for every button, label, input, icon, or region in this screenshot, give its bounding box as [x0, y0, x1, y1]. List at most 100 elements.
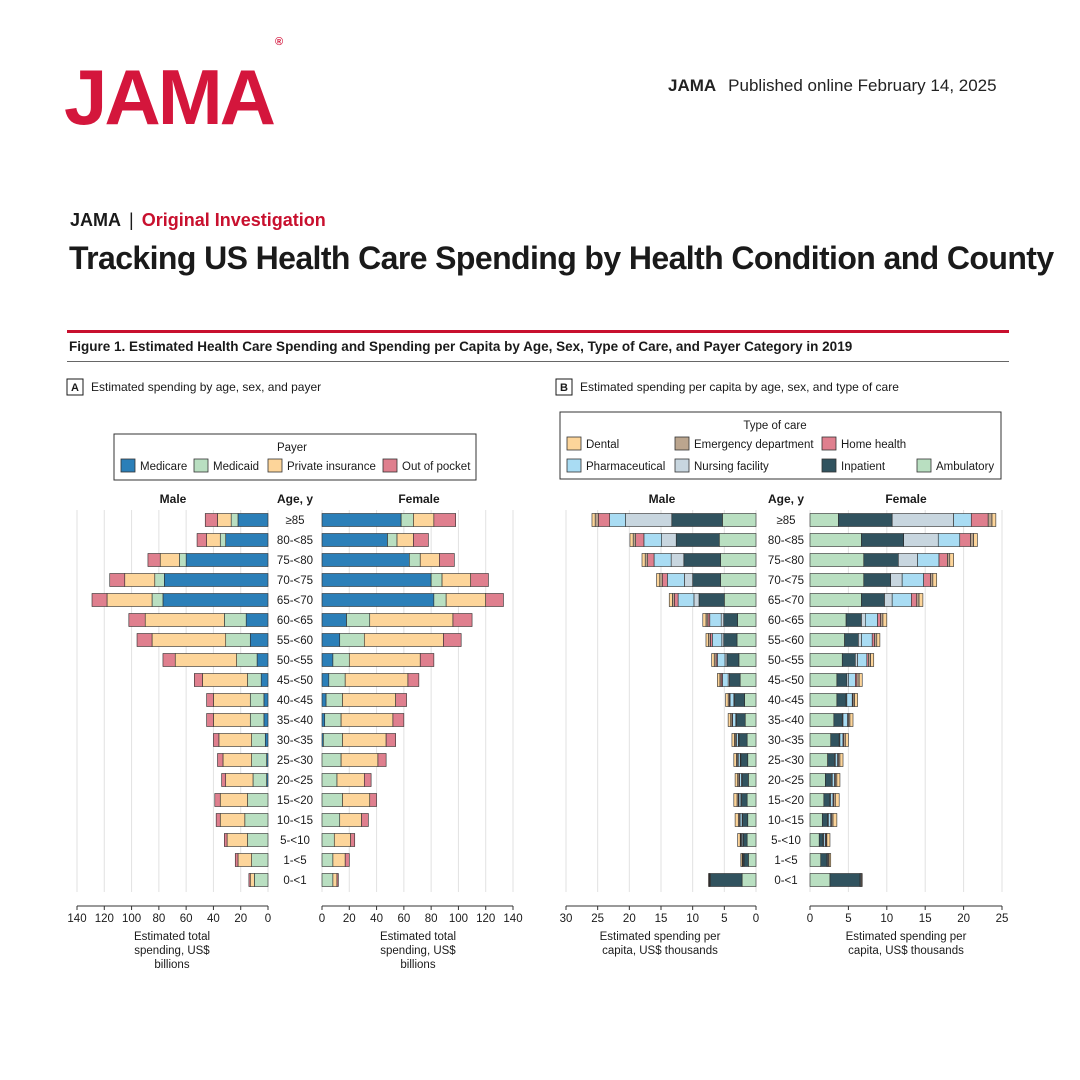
panel-b-bar-male-home-5 — [673, 593, 679, 607]
panel-b-bar-male-dental-10 — [725, 693, 729, 707]
panel-a-bar-female-private-8 — [348, 653, 421, 667]
panel-a-bar-female-oop-16 — [361, 813, 369, 827]
panel-b-bar-male-inpatient-19 — [710, 873, 743, 887]
panel-b-bar-male-pharma-9 — [722, 673, 729, 687]
panel-b-bar-female-ambulatory-12 — [809, 733, 832, 747]
panel-b-bar-male-dental-7 — [705, 633, 709, 647]
panel-b-bar-female-ed-3 — [947, 553, 951, 567]
panel-b-female-tick-label-0: 0 — [807, 913, 813, 925]
legend-b-pharma-label: Pharmaceutical — [586, 461, 665, 473]
panel-a-female-tick-label-120: 120 — [476, 913, 495, 925]
panel-a-bar-male-medicaid-16 — [244, 813, 269, 827]
panel-b-bar-male-dental-14 — [734, 773, 738, 787]
panel-b-female-tick-label-20: 20 — [957, 913, 970, 925]
panel-b-bar-male-inpatient-14 — [741, 773, 749, 787]
panel-a-bar-male-medicare-10 — [263, 693, 269, 707]
panel-b-bar-female-pharma-14 — [831, 773, 835, 787]
panel-a-bar-female-medicare-5 — [321, 593, 435, 607]
panel-a-age-label-12: 30-<35 — [277, 735, 313, 747]
panel-b-bar-female-pharma-7 — [861, 633, 873, 647]
header-a-age: Age, y — [277, 492, 313, 506]
panel-b-bar-male-pharma-5 — [677, 593, 695, 607]
header-a-female: Female — [398, 492, 440, 506]
panel-a-female-tick-label-60: 60 — [397, 913, 410, 925]
panel-a-bar-male-medicare-4 — [164, 573, 269, 587]
panel-b-bar-male-pharma-11 — [732, 713, 737, 727]
header-b-female: Female — [885, 492, 927, 506]
panel-a-bar-female-medicaid-12 — [323, 733, 343, 747]
panel-a-bar-female-private-16 — [339, 813, 362, 827]
panel-b-bar-male-ambulatory-17 — [746, 833, 757, 847]
panel-a-age-label-3: 75-<80 — [277, 555, 313, 567]
panel-a-age-label-7: 55-<60 — [277, 635, 313, 647]
panel-b-age-label-15: 15-<20 — [768, 795, 804, 807]
panel-b-bar-male-inpatient-15 — [741, 793, 748, 807]
panel-b-bar-female-inpatient-12 — [830, 733, 840, 747]
panel-b-bar-female-inpatient-7 — [844, 633, 859, 647]
panel-a-bar-female-medicaid-2 — [387, 533, 398, 547]
panel-a-bar-female-oop-5 — [485, 593, 504, 607]
panel-a-bar-male-private-4 — [124, 573, 156, 587]
panel-a-bar-female-oop-19 — [336, 873, 339, 887]
panel-b-bar-male-inpatient-9 — [729, 673, 741, 687]
panel-b-bar-male-dental-2 — [629, 533, 634, 547]
panel-a-age-label-6: 60-<65 — [277, 615, 313, 627]
legend-a-private-label: Private insurance — [287, 461, 376, 473]
panel-b-bar-female-dental-18 — [828, 853, 832, 867]
panel-a-age-label-1: ≥85 — [285, 515, 304, 527]
red-divider — [67, 330, 1009, 333]
panel-b-bar-female-ambulatory-10 — [809, 693, 838, 707]
panel-b-bar-male-ambulatory-5 — [724, 593, 757, 607]
panel-b-bar-female-ed-5 — [916, 593, 920, 607]
legend-b-dental-label: Dental — [586, 439, 619, 451]
panel-a-bar-male-medicare-9 — [260, 673, 269, 687]
panel-b-bar-female-home-7 — [871, 633, 875, 647]
panel-b-bar-female-home-2 — [959, 533, 971, 547]
panel-b-age-label-5: 65-<70 — [768, 595, 804, 607]
panel-b-bar-male-inpatient-4 — [692, 573, 721, 587]
panel-b-age-label-8: 50-<55 — [768, 655, 804, 667]
panel-b-bar-female-pharma-1 — [953, 513, 972, 527]
panel-a-bar-female-medicare-4 — [321, 573, 432, 587]
panel-a-bar-female-medicare-3 — [321, 553, 410, 567]
panel-b-bar-male-dental-18 — [740, 853, 743, 867]
panel-b-bar-female-nursing-1 — [891, 513, 954, 527]
legend-a-oop-label: Out of pocket — [402, 461, 471, 473]
panel-a-bar-female-medicare-11 — [321, 713, 326, 727]
panel-a-bar-male-medicaid-18 — [251, 853, 269, 867]
panel-b-bar-male-dental-12 — [731, 733, 735, 747]
panel-a-bar-female-private-3 — [419, 553, 440, 567]
logo-text: JAMA — [64, 53, 276, 141]
panel-b-age-label-13: 25-<30 — [768, 755, 804, 767]
panel-b-age-label-14: 20-<25 — [768, 775, 804, 787]
panel-b-bar-male-dental-9 — [717, 673, 721, 687]
panel-a-bar-male-medicare-12 — [264, 733, 269, 747]
panel-b-bar-female-ed-1 — [987, 513, 993, 527]
panel-a-bar-male-oop-7 — [136, 633, 153, 647]
panel-b-bar-female-ambulatory-9 — [809, 673, 838, 687]
panel-b-bar-male-dental-13 — [733, 753, 737, 767]
header-a-male: Male — [160, 492, 187, 506]
panel-a-bar-male-private-18 — [237, 853, 252, 867]
panel-a-male-tick-label-60: 60 — [180, 913, 193, 925]
panel-b-bar-female-ed-4 — [930, 573, 934, 587]
panel-b-bar-female-inpatient-2 — [861, 533, 905, 547]
panel-b-bar-female-dental-17 — [826, 833, 831, 847]
panel-a-female-tick-label-40: 40 — [370, 913, 383, 925]
panel-a-bar-female-medicaid-16 — [321, 813, 341, 827]
panel-a-bar-male-medicare-7 — [249, 633, 269, 647]
panel-a-bar-female-private-6 — [369, 613, 454, 627]
panel-a-bar-male-medicaid-9 — [247, 673, 262, 687]
legend-b-title: Type of care — [743, 420, 806, 432]
panel-b-bar-female-ambulatory-16 — [809, 813, 823, 827]
panel-a-bar-male-private-8 — [174, 653, 237, 667]
panel-b-bar-female-dental-12 — [845, 733, 849, 747]
panel-a-bar-female-private-7 — [363, 633, 444, 647]
panel-b-bar-female-nursing-7 — [858, 633, 862, 647]
panel-a-bar-female-oop-15 — [369, 793, 377, 807]
panel-b-bar-male-nursing-1 — [625, 513, 673, 527]
panel-b-bar-female-dental-4 — [932, 573, 938, 587]
panel-a-age-label-13: 25-<30 — [277, 755, 313, 767]
panel-a-bar-female-private-4 — [441, 573, 472, 587]
registered-mark: ® — [275, 36, 284, 48]
